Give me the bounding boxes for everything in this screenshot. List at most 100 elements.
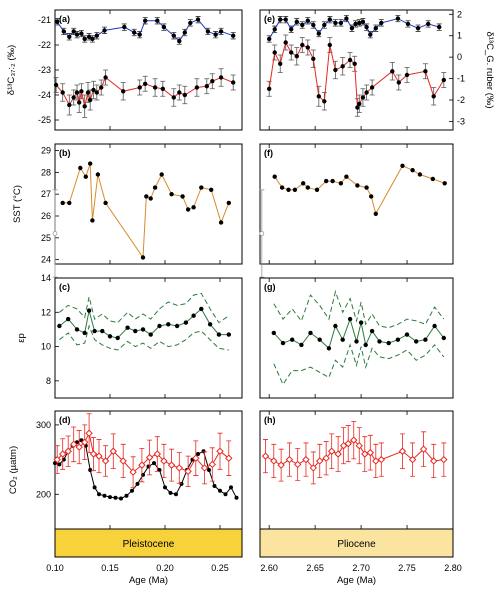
panel-g-point-15 bbox=[386, 340, 391, 346]
panel-d-icecore-point-8 bbox=[88, 467, 93, 472]
panel-a-point-1-20 bbox=[177, 90, 182, 95]
panel-d-proxy-point-2 bbox=[64, 447, 72, 455]
era-band-pleistocene: Pleistocene bbox=[54, 528, 243, 558]
panel-h-frame bbox=[259, 410, 454, 530]
panel-d-icecore-point-5 bbox=[75, 440, 80, 445]
panel-e-point-0-17 bbox=[357, 20, 362, 26]
panel-b-point-17 bbox=[199, 185, 204, 190]
panel-d-proxy-point-13 bbox=[138, 461, 146, 469]
panel-b-point-2 bbox=[78, 165, 83, 171]
panel-c-point-17 bbox=[191, 313, 196, 318]
panel-g-label: (g) bbox=[264, 282, 276, 292]
panel-h-xtick-label-1: 2.65 bbox=[306, 563, 324, 573]
panel-a-point-1-1 bbox=[60, 90, 65, 95]
panel-h-proxy-point-8 bbox=[322, 454, 330, 462]
panel-d-icecore-point-0 bbox=[53, 461, 58, 466]
panel-a-point-0-21 bbox=[195, 17, 201, 22]
era-pliocene-rect bbox=[259, 528, 454, 558]
panel-c-point-6 bbox=[100, 328, 105, 334]
panel-d-icecore-point-33 bbox=[223, 492, 228, 497]
panel-f-point-9 bbox=[338, 181, 344, 186]
panel-g-point-13 bbox=[369, 328, 375, 334]
panel-g-point-17 bbox=[404, 332, 410, 337]
panel-c-point-9 bbox=[125, 325, 130, 330]
panel-g-point-20 bbox=[432, 323, 437, 329]
panel-a-point-1-21 bbox=[182, 92, 187, 98]
panel-c-point-18 bbox=[199, 306, 204, 312]
panel-d-icecore-point-35 bbox=[234, 495, 239, 500]
panel-a-point-0-23 bbox=[213, 32, 218, 37]
panel-c-frame bbox=[54, 277, 243, 399]
panel-e-point-0-25 bbox=[415, 26, 421, 31]
panel-e-point-0-9 bbox=[316, 31, 321, 36]
panel-d-xtick-label-1: 0.15 bbox=[101, 563, 119, 573]
panel-e-point-1-6 bbox=[300, 42, 305, 48]
panel-e-point-0-26 bbox=[426, 21, 431, 27]
panel-a-point-0-11 bbox=[122, 24, 127, 30]
panel-e-point-1-8 bbox=[311, 56, 316, 61]
panel-e-point-0-16 bbox=[353, 21, 358, 27]
panel-a-ytick-label-1: -22 bbox=[38, 40, 51, 50]
panel-d-proxy-point-10 bbox=[109, 447, 118, 455]
panel-e-ytick-label-4: -2 bbox=[457, 95, 465, 105]
panel-h-proxy-point-5 bbox=[302, 455, 310, 464]
panel-g-point-1 bbox=[280, 340, 286, 346]
panel-h-label: (h) bbox=[264, 415, 276, 425]
panel-b-point-18 bbox=[208, 187, 214, 192]
panel-d-proxy-point-17 bbox=[167, 461, 176, 469]
panel-e-point-1-24 bbox=[423, 69, 428, 74]
panel-a-point-0-0 bbox=[55, 19, 60, 24]
panel-c-point-14 bbox=[166, 322, 171, 327]
panel-d-icecore-point-32 bbox=[217, 488, 222, 493]
panel-d-icecore-point-13 bbox=[113, 495, 118, 500]
panel-a-point-0-5 bbox=[79, 31, 84, 36]
panel-a-point-1-14 bbox=[120, 89, 126, 94]
panel-d-icecore-point-12 bbox=[108, 495, 113, 500]
era-band-pliocene: Pliocene bbox=[259, 528, 454, 558]
panel-e-point-0-12 bbox=[333, 20, 338, 26]
panel-g-point-0 bbox=[271, 330, 276, 336]
panel-e-point-1-14 bbox=[347, 57, 353, 63]
panel-a-point-0-1 bbox=[61, 29, 66, 34]
panel-d-proxy-point-1 bbox=[58, 450, 67, 458]
panel-d-icecore-point-20 bbox=[151, 461, 156, 466]
panel-e-point-1-2 bbox=[278, 61, 283, 66]
panel-e-point-0-7 bbox=[305, 18, 310, 23]
panel-d-proxy-point-4 bbox=[75, 443, 83, 451]
panel-b-point-3 bbox=[83, 174, 88, 179]
panel-b-ytick-label-2: 25 bbox=[41, 233, 51, 243]
panel-d-icecore-point-28 bbox=[195, 451, 200, 456]
panel-h-proxy-point-10 bbox=[334, 450, 342, 458]
panel-a-point-1-10 bbox=[91, 87, 96, 93]
panel-a-point-0-10 bbox=[102, 28, 107, 33]
panel-a-ytick-label-0: -21 bbox=[38, 15, 51, 25]
panel-b-point-15 bbox=[185, 207, 191, 212]
panel-e-point-1-25 bbox=[431, 94, 436, 99]
panel-f-point-1 bbox=[279, 185, 285, 190]
panel-g-point-2 bbox=[290, 337, 295, 342]
panel-b-point-6 bbox=[95, 172, 101, 177]
panel-a-point-0-19 bbox=[182, 30, 187, 35]
panel-d-icecore-point-1 bbox=[57, 462, 62, 467]
panel-d-proxy-point-12 bbox=[129, 468, 137, 476]
panel-d-proxy-point-5 bbox=[80, 438, 89, 446]
panel-f-point-19 bbox=[442, 181, 447, 186]
panel-e-point-0-0 bbox=[267, 36, 272, 42]
panel-e-point-0-19 bbox=[364, 24, 369, 30]
panel-f-label: (f) bbox=[264, 148, 273, 158]
panel-d-icecore-point-10 bbox=[97, 492, 102, 497]
panel-f-point-10 bbox=[344, 174, 349, 179]
panel-a-point-0-17 bbox=[171, 33, 176, 38]
panel-d-frame bbox=[54, 410, 243, 530]
panel-a-point-0-8 bbox=[90, 36, 95, 42]
panel-e-point-1-18 bbox=[360, 95, 366, 100]
panel-a-point-1-4 bbox=[74, 90, 80, 95]
panel-f-point-17 bbox=[417, 172, 423, 177]
panel-e-point-0-13 bbox=[338, 20, 344, 26]
panel-h-proxy-point-3 bbox=[285, 455, 294, 464]
panel-d-proxy-point-23 bbox=[216, 447, 224, 455]
panel-a-ytick-label-2: -23 bbox=[38, 65, 51, 75]
panel-c-point-12 bbox=[148, 332, 153, 337]
panel-g-point-9 bbox=[347, 316, 353, 322]
panel-e-point-1-9 bbox=[316, 94, 321, 99]
